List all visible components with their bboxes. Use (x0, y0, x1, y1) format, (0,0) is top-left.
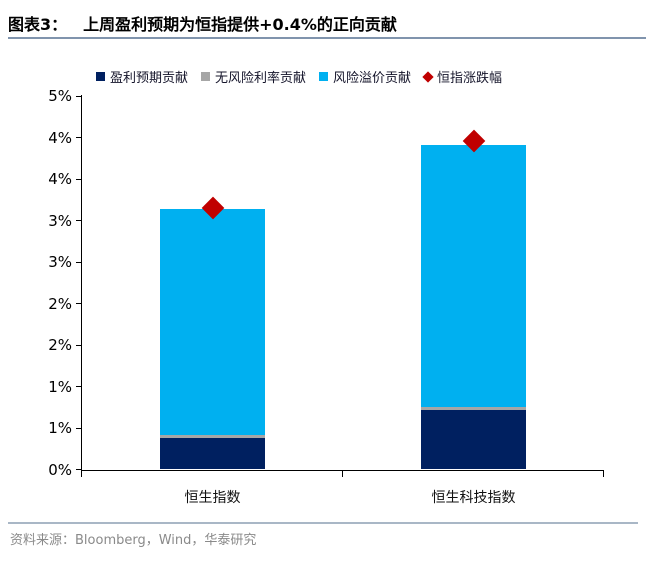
y-tick-label: 4% (48, 128, 72, 147)
legend-item: 盈利预期贡献 (96, 67, 188, 86)
bar-segment-风险溢价贡献 (421, 144, 526, 408)
y-tick-mark (75, 95, 82, 97)
footer-divider (8, 522, 638, 524)
y-axis-line (81, 95, 82, 477)
x-tick-mark (602, 470, 604, 477)
title-divider (8, 37, 646, 39)
figure-label: 图表3： (8, 15, 68, 34)
legend-label: 恒指涨跌幅 (437, 71, 503, 86)
legend-square-marker (96, 72, 105, 81)
y-tick-mark (75, 303, 82, 304)
bar-segment-盈利预期贡献 (421, 409, 526, 470)
y-tick-mark (75, 178, 82, 180)
y-tick-label: 2% (48, 336, 72, 354)
bar-segment-无风险利率贡献 (421, 407, 526, 410)
legend-label: 盈利预期贡献 (110, 71, 189, 86)
bar-segment-盈利预期贡献 (160, 437, 265, 470)
x-tick-mark (81, 470, 82, 477)
y-tick-mark (75, 220, 82, 221)
y-tick-label: 4% (48, 170, 72, 188)
y-tick-label: 0% (48, 460, 72, 479)
x-category-label: 恒生指数 (184, 490, 241, 506)
x-category-label: 恒生科技指数 (431, 490, 516, 506)
y-tick-mark (75, 469, 82, 470)
y-tick-mark (75, 344, 82, 346)
figure-title: 上周盈利预期为恒指提供+0.4%的正向贡献 (83, 15, 397, 34)
legend-label: 风险溢价贡献 (333, 71, 412, 86)
legend-square-marker (319, 72, 329, 81)
y-tick-mark (75, 261, 82, 263)
source-note: 资料来源：Bloomberg，Wind，华泰研究 (10, 533, 257, 548)
figure-header: 图表3： 上周盈利预期为恒指提供+0.4%的正向贡献 (8, 11, 397, 35)
legend-diamond-marker (422, 70, 434, 83)
legend-item: 恒指涨跌幅 (422, 67, 503, 86)
y-tick-label: 1% (48, 377, 72, 396)
x-tick-mark (342, 470, 343, 477)
y-tick-label: 3% (48, 253, 72, 271)
chart-legend: 盈利预期贡献 无风险利率贡献 风险溢价贡献 恒指涨跌幅 (96, 67, 502, 86)
y-tick-label: 5% (48, 87, 72, 105)
legend-label: 无风险利率贡献 (215, 71, 307, 86)
legend-square-marker (201, 72, 211, 81)
legend-item: 风险溢价贡献 (319, 67, 411, 86)
y-tick-mark (75, 386, 82, 387)
legend-item: 无风险利率贡献 (201, 67, 306, 86)
y-tick-mark (75, 137, 82, 138)
bar-segment-风险溢价贡献 (160, 208, 265, 436)
y-tick-label: 1% (48, 419, 72, 437)
y-tick-label: 2% (48, 294, 72, 313)
bar-segment-无风险利率贡献 (160, 435, 265, 438)
y-tick-mark (75, 427, 82, 429)
y-tick-label: 3% (48, 211, 72, 230)
